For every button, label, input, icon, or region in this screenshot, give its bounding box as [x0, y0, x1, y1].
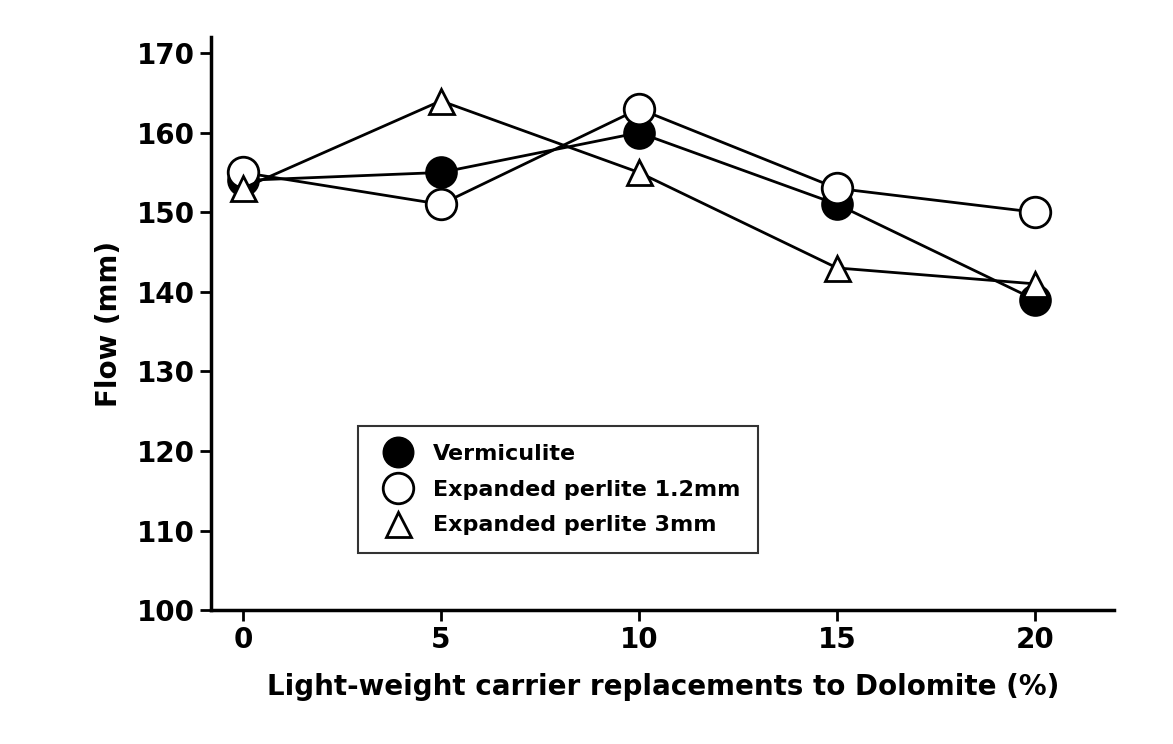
Legend: Vermiculite, Expanded perlite 1.2mm, Expanded perlite 3mm: Vermiculite, Expanded perlite 1.2mm, Exp… [358, 426, 759, 553]
Y-axis label: Flow (mm): Flow (mm) [95, 240, 123, 407]
X-axis label: Light-weight carrier replacements to Dolomite (%): Light-weight carrier replacements to Dol… [266, 673, 1059, 702]
